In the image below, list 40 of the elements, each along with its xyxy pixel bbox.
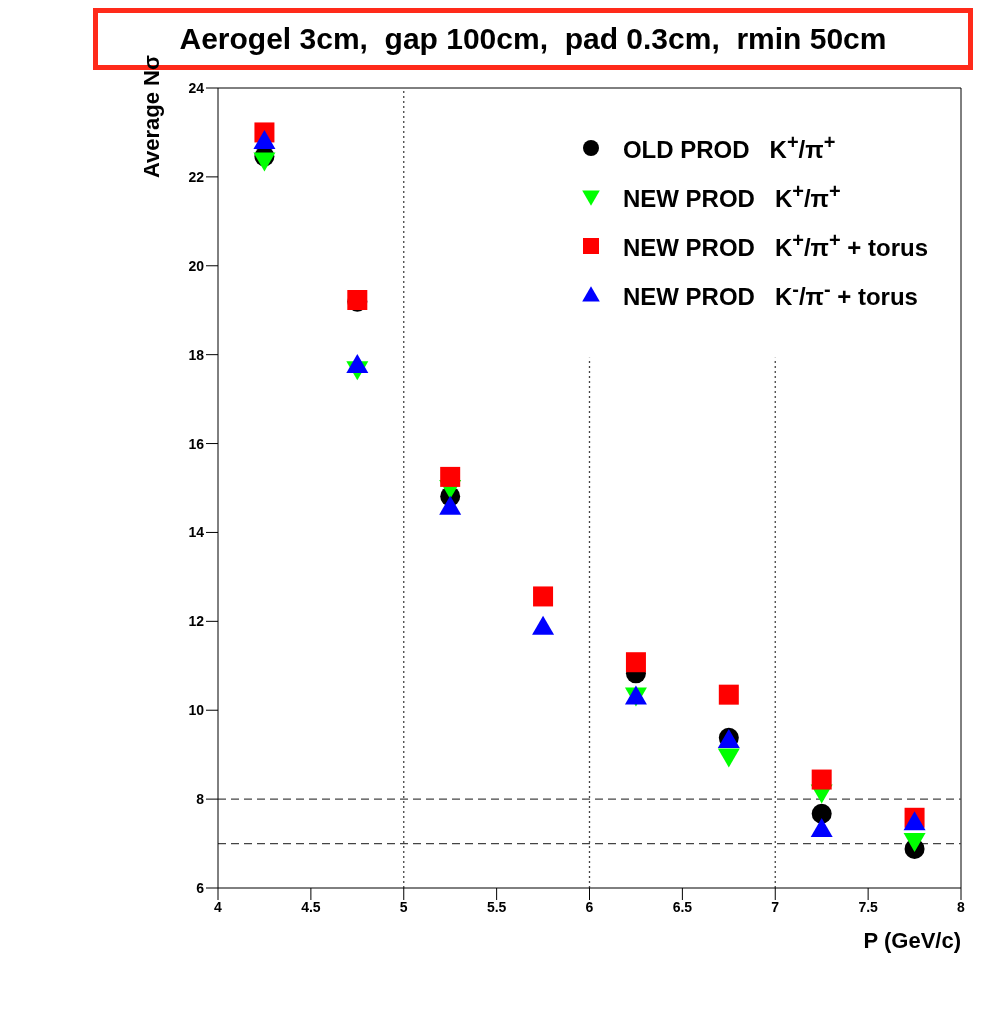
x-tick-label: 6.5 — [672, 898, 693, 915]
point — [439, 495, 462, 515]
legend-label: NEW PROD K$^{-}$/π$^{-}$ + torus — [622, 278, 918, 311]
y-tick-label: 22 — [188, 168, 205, 185]
x-tick-label: 8 — [957, 898, 966, 915]
y-tick-label: 10 — [188, 702, 205, 719]
point — [718, 684, 739, 705]
y-tick-label: 20 — [188, 257, 205, 274]
y-tick-label: 18 — [188, 346, 205, 363]
point — [811, 803, 832, 824]
legend-label: NEW PROD K$^{+}$/π$^{+}$ — [622, 180, 841, 213]
y-tick-label: 6 — [196, 879, 205, 896]
y-tick-label: 24 — [188, 79, 205, 96]
point — [810, 817, 833, 837]
x-tick-label: 7 — [771, 898, 780, 915]
point — [533, 586, 554, 607]
y-tick-label: 12 — [188, 613, 205, 630]
x-tick-label: 4.5 — [301, 898, 321, 915]
point — [903, 832, 926, 852]
x-tick-label: 4 — [214, 898, 223, 915]
y-tick-label: 14 — [188, 524, 205, 541]
point — [532, 615, 555, 635]
y-tick-label: 16 — [188, 435, 205, 452]
point — [717, 748, 740, 768]
legend-label: OLD PROD K$^{+}$/π$^{+}$ — [622, 131, 836, 164]
point — [625, 652, 646, 673]
point — [346, 353, 369, 373]
point — [811, 769, 832, 790]
point — [440, 466, 461, 487]
point — [253, 129, 276, 149]
x-tick-label: 5.5 — [486, 898, 507, 915]
x-tick-label: 5 — [399, 898, 408, 915]
x-tick-label: 7.5 — [858, 898, 879, 915]
x-tick-label: 6 — [585, 898, 594, 915]
y-axis-title: Average Nσ — [138, 54, 164, 178]
y-tick-label: 8 — [196, 791, 205, 808]
legend-label: NEW PROD K$^{+}$/π$^{+}$ + torus — [622, 229, 928, 262]
chart-title: Aerogel 3cm, gap 100cm, pad 0.3cm, rmin 50cm — [179, 22, 887, 56]
x-axis-title: P (GeV/c) — [863, 928, 961, 953]
point — [253, 152, 276, 172]
